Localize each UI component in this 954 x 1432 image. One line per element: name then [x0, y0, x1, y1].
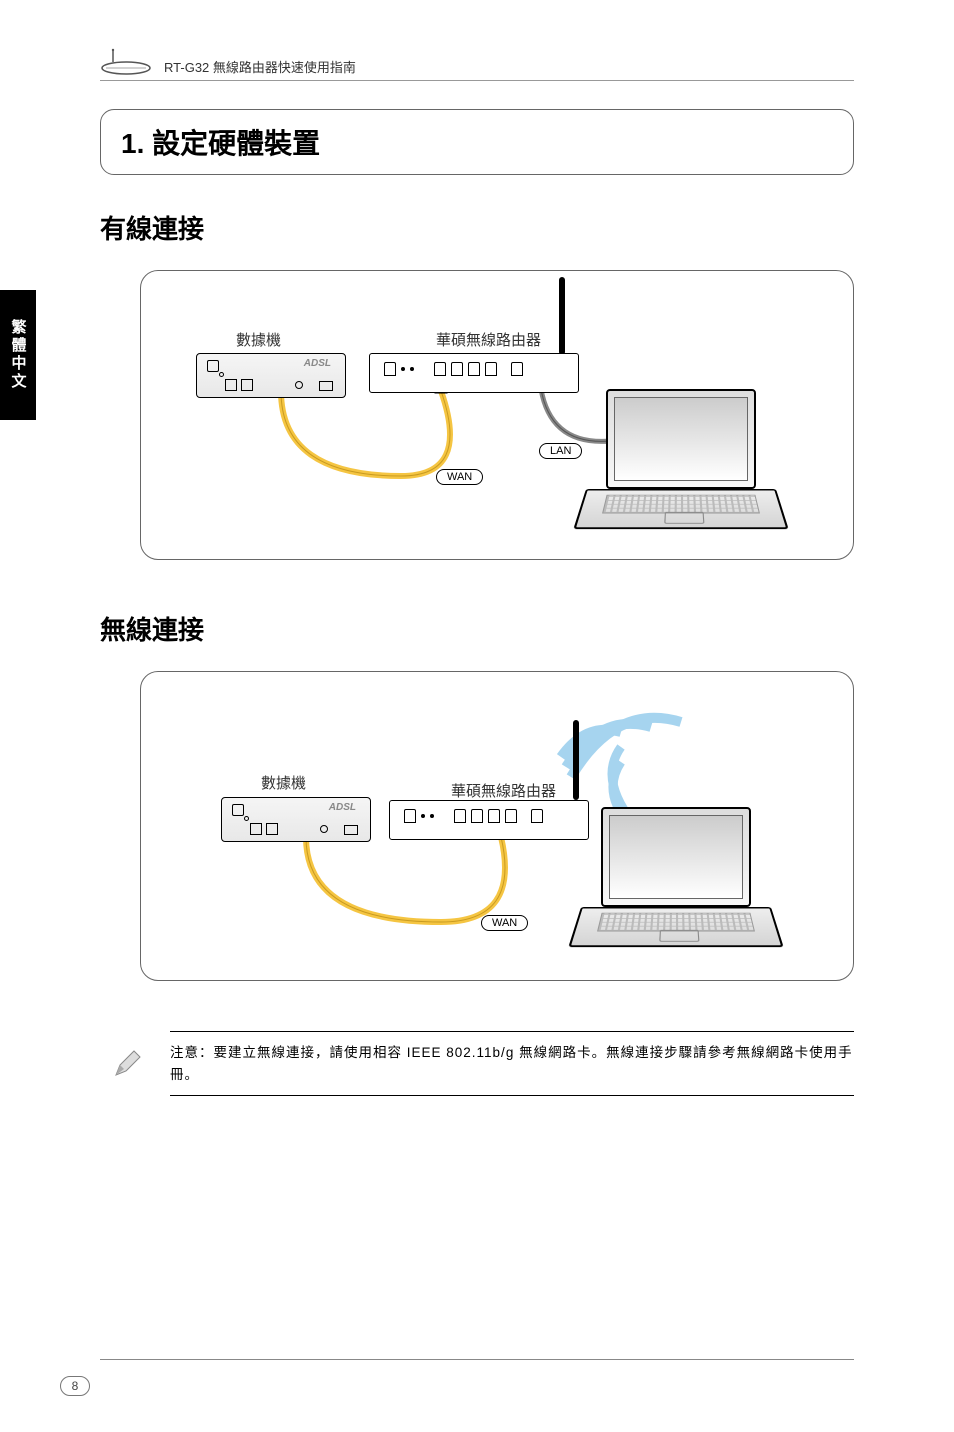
antenna-icon-2 — [573, 720, 579, 800]
note-text: 注意：要建立無線連接，請使用相容 IEEE 802.11b/g 無線網路卡。無線… — [170, 1042, 854, 1085]
wired-diagram: 數據機 華碩無線路由器 WAN LAN — [140, 270, 854, 560]
header-title: RT-G32 無線路由器快速使用指南 — [164, 57, 356, 76]
router-device — [369, 353, 579, 393]
page-number: 8 — [60, 1376, 90, 1396]
modem-device-2 — [221, 797, 371, 842]
pencil-icon — [112, 1047, 144, 1079]
wan-label: WAN — [436, 469, 483, 485]
section-title-box: 1. 設定硬體裝置 — [100, 109, 854, 175]
lan-label: LAN — [539, 443, 582, 459]
router-device-2 — [389, 800, 589, 840]
section-title: 1. 設定硬體裝置 — [121, 122, 833, 162]
router-label: 華碩無線路由器 — [436, 329, 541, 350]
laptop-device — [586, 389, 776, 549]
laptop-device-2 — [581, 807, 771, 967]
modem-label: 數據機 — [236, 329, 281, 350]
router-small-icon — [100, 48, 152, 76]
language-tab: 繁體中文 — [0, 290, 36, 420]
page-header: RT-G32 無線路由器快速使用指南 — [100, 48, 854, 81]
note-block: 注意：要建立無線連接，請使用相容 IEEE 802.11b/g 無線網路卡。無線… — [170, 1031, 854, 1096]
modem-device — [196, 353, 346, 398]
wireless-diagram: 數據機 華碩無線路由器 WAN — [140, 671, 854, 981]
wired-heading: 有線連接 — [100, 209, 854, 246]
modem-label-2: 數據機 — [261, 772, 306, 793]
antenna-icon — [559, 277, 565, 355]
router-label-2: 華碩無線路由器 — [451, 780, 556, 801]
wireless-heading: 無線連接 — [100, 610, 854, 647]
footer-rule — [100, 1359, 854, 1360]
wan-label-2: WAN — [481, 915, 528, 931]
